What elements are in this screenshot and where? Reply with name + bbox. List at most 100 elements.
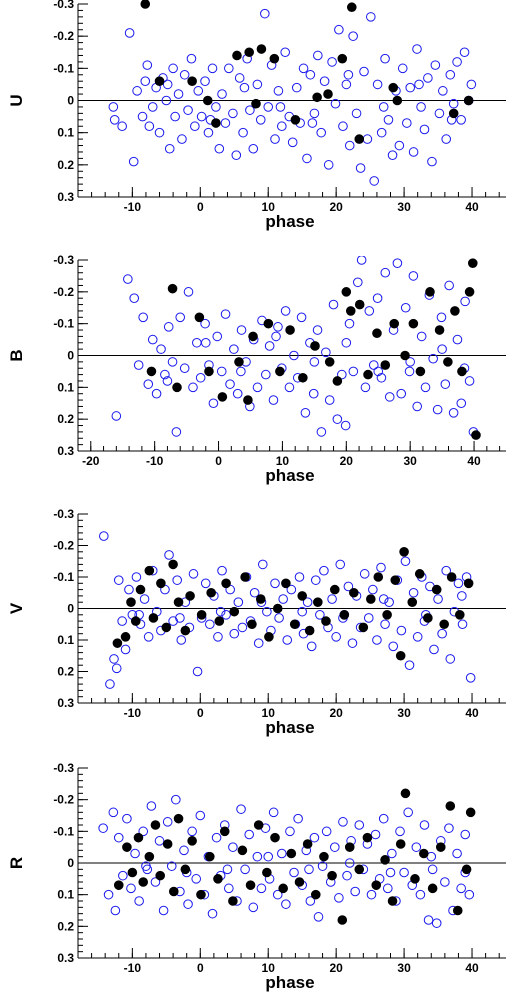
open-point [372,79,383,90]
open-point [216,366,227,377]
open-point [448,408,459,418]
filled-point [380,360,391,370]
open-point [190,121,200,132]
filled-point [313,597,323,608]
open-point [179,363,190,374]
open-point [373,366,384,377]
open-point [348,31,358,41]
open-point [264,341,275,351]
open-point [163,322,174,332]
x-tick-label: 30 [397,961,411,975]
x-tick-label: -10 [124,961,142,975]
open-point [228,108,238,119]
filled-point [269,53,280,64]
y-tick-label: 0.1 [57,633,74,647]
x-tick-label: 10 [262,961,276,975]
open-point [397,63,408,74]
open-point [128,156,139,167]
y-tick-label: 0 [67,856,74,870]
open-point [432,404,443,415]
y-tick-label: -0.2 [53,29,74,43]
open-point [405,82,416,93]
open-point [260,8,270,19]
filled-point [135,584,146,595]
open-point [109,115,120,125]
open-point [200,578,211,589]
open-point [277,848,287,859]
filled-point [245,880,256,890]
open-point [372,635,382,645]
y-tick-label: 0 [67,349,74,363]
open-point [342,870,352,881]
filled-point [372,328,382,339]
open-point [117,121,127,132]
open-point [427,156,437,167]
open-point [252,382,263,393]
filled-point [461,864,472,875]
open-point [384,392,395,402]
y-tick-label: -0.1 [53,824,74,838]
filled-point [294,877,305,887]
open-point [162,79,173,90]
filled-point [194,312,205,323]
open-point [176,635,187,645]
open-point [108,807,119,818]
panel-r: -0.3 -0.2 -0.1 0 0.1 0.2 0.3 -10 0 10 20 30 40 phase R [7,761,506,992]
open-point [232,388,243,399]
open-point [287,137,298,148]
filled-point [388,82,399,93]
open-point [411,842,422,852]
filled-point [434,325,445,335]
open-point [274,613,284,623]
open-point [256,883,267,894]
open-point [142,60,153,70]
open-point [138,312,148,323]
open-point [331,632,341,642]
open-point [207,908,218,919]
open-point [321,347,331,358]
filled-point [457,366,467,377]
open-point [229,344,239,354]
filled-point [255,594,266,604]
filled-point [354,299,365,310]
open-point [281,899,291,909]
filled-point [446,572,457,582]
markers [108,0,477,186]
filled-point [400,788,411,799]
filled-point [290,115,301,125]
open-point [129,293,140,304]
filled-point [251,98,261,109]
open-point [211,832,222,843]
y-tick-label: 0 [67,602,74,616]
open-point [337,369,347,380]
filled-point [392,95,403,106]
filled-point [202,95,213,106]
filled-point [358,622,369,633]
open-point [464,376,475,386]
open-point [140,76,151,86]
filled-point [217,392,228,402]
filled-point [471,430,481,440]
x-tick-label: 10 [276,454,290,468]
filled-point [324,357,335,367]
filled-point [228,896,238,906]
open-point [431,918,442,928]
open-point [394,140,405,151]
open-point [334,24,344,35]
open-point [334,893,344,903]
open-point [412,44,422,54]
filled-point [389,318,400,329]
open-point [268,807,279,818]
open-point [305,896,316,906]
open-point [168,616,178,626]
filled-point [127,867,138,878]
open-point [262,606,272,617]
open-point [452,848,462,859]
y-tick-label: 0.3 [57,951,74,965]
open-point [441,134,452,144]
open-point [364,306,375,316]
filled-point [214,616,225,626]
open-point [270,134,280,144]
open-point [344,858,355,868]
filled-point [234,357,244,367]
